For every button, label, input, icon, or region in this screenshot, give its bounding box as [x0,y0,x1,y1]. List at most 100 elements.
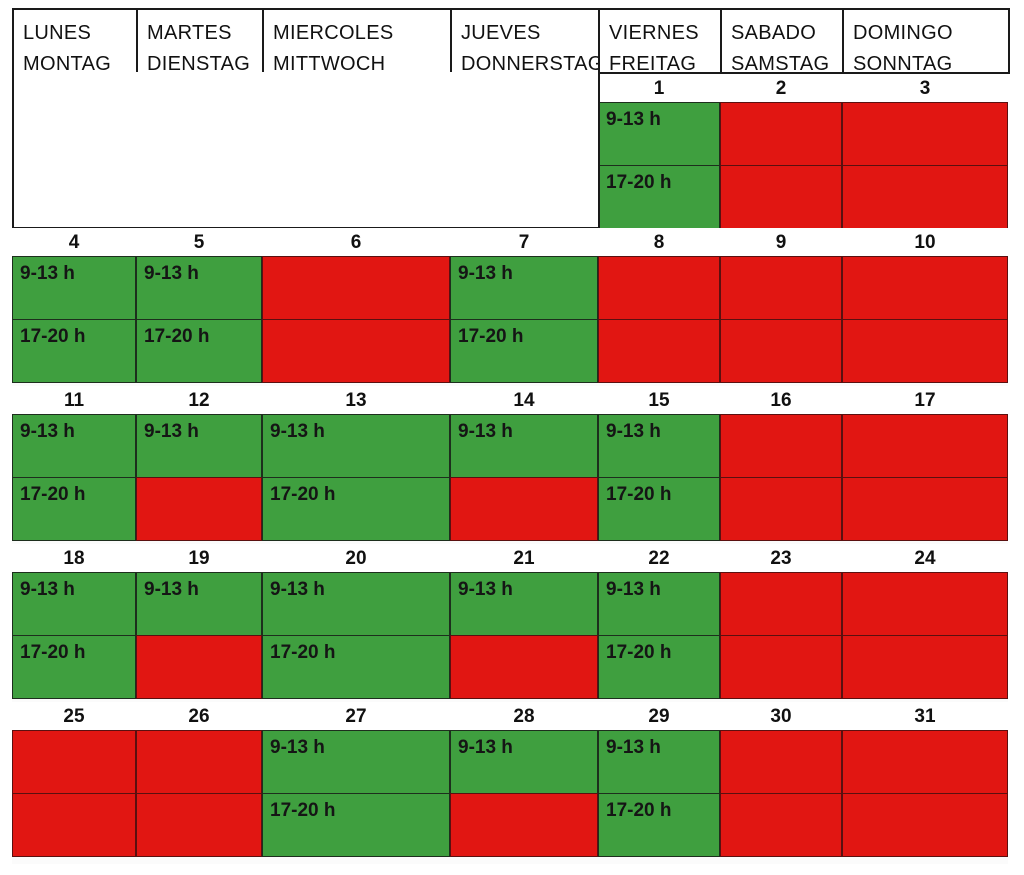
morning-slot-available[interactable]: 9-13 h [136,414,262,478]
evening-slot-unavailable[interactable] [720,165,842,229]
morning-slot-available[interactable]: 9-13 h [450,730,598,794]
morning-slot-unavailable[interactable] [720,414,842,478]
evening-slot-unavailable[interactable] [720,793,842,857]
weekday-name-es: DOMINGO [853,22,953,44]
weekday-name-de: DONNERSTAG [461,53,604,75]
day-number: 16 [720,386,842,416]
morning-slot-unavailable[interactable] [720,572,842,636]
weekday-header: MIERCOLES MITTWOCH [262,8,452,75]
weekday-header: DOMINGO SONNTAG [842,8,1010,75]
evening-slot-available[interactable]: 17-20 h [598,635,720,699]
morning-slot-available[interactable]: 9-13 h [598,572,720,636]
day-number: 7 [450,228,598,258]
evening-slot-unavailable[interactable] [842,165,1008,229]
evening-slot-unavailable[interactable] [136,635,262,699]
morning-slot-unavailable[interactable] [842,256,1008,320]
evening-slot-unavailable[interactable] [598,319,720,383]
day-number: 26 [136,702,262,732]
evening-slot-unavailable[interactable] [450,793,598,857]
weekday-header: LUNES MONTAG [12,8,138,75]
evening-slot-unavailable[interactable] [842,635,1008,699]
evening-slot-unavailable[interactable] [450,477,598,541]
day-number: 27 [262,702,450,732]
morning-slot-unavailable[interactable] [842,414,1008,478]
morning-slot-available[interactable]: 9-13 h [262,572,450,636]
morning-slot-available[interactable]: 9-13 h [12,572,136,636]
availability-calendar: LUNES MONTAG MARTES DIENSTAG MIERCOLES MITTWO… [12,8,1010,864]
day-number: 12 [136,386,262,416]
day-number: 3 [842,74,1008,104]
evening-slot-available[interactable]: 17-20 h [12,319,136,383]
evening-slot-unavailable[interactable] [720,319,842,383]
morning-slot-available[interactable]: 9-13 h [598,730,720,794]
evening-slot-unavailable[interactable] [720,635,842,699]
day-number: 19 [136,544,262,574]
weekday-name-es: LUNES [23,22,92,44]
evening-slot-unavailable[interactable] [450,635,598,699]
morning-slot-unavailable[interactable] [842,730,1008,794]
evening-slot-available[interactable]: 17-20 h [450,319,598,383]
morning-slot-available[interactable]: 9-13 h [598,414,720,478]
evening-slot-unavailable[interactable] [262,319,450,383]
morning-slot-unavailable[interactable] [598,256,720,320]
morning-slot-unavailable[interactable] [842,102,1008,166]
morning-slot-available[interactable]: 9-13 h [450,572,598,636]
morning-slot-unavailable[interactable] [842,572,1008,636]
evening-slot-available[interactable]: 17-20 h [598,165,720,229]
weekday-name-es: MIERCOLES [273,22,394,44]
weekday-header: MARTES DIENSTAG [136,8,264,75]
evening-slot-available[interactable]: 17-20 h [262,793,450,857]
evening-slot-unavailable[interactable] [720,477,842,541]
evening-slot-available[interactable]: 17-20 h [598,477,720,541]
morning-slot-unavailable[interactable] [720,256,842,320]
evening-slot-available[interactable]: 17-20 h [12,477,136,541]
weekday-name-de: SONNTAG [853,53,953,75]
evening-slot-available[interactable]: 17-20 h [598,793,720,857]
morning-slot-available[interactable]: 9-13 h [136,572,262,636]
morning-slot-unavailable[interactable] [262,256,450,320]
morning-slot-unavailable[interactable] [720,730,842,794]
weekday-name-de: MITTWOCH [273,53,386,75]
day-number: 28 [450,702,598,732]
evening-slot-available[interactable]: 17-20 h [12,635,136,699]
morning-slot-available[interactable]: 9-13 h [12,256,136,320]
morning-slot-unavailable[interactable] [720,102,842,166]
morning-slot-available[interactable]: 9-13 h [598,102,720,166]
morning-slot-available[interactable]: 9-13 h [136,256,262,320]
morning-slot-available[interactable]: 9-13 h [262,730,450,794]
day-number: 17 [842,386,1008,416]
morning-slot-available[interactable]: 9-13 h [450,256,598,320]
day-number: 18 [12,544,136,574]
empty-days-area [12,72,600,229]
evening-slot-available[interactable]: 17-20 h [262,635,450,699]
evening-slot-unavailable[interactable] [842,319,1008,383]
day-number: 25 [12,702,136,732]
morning-slot-unavailable[interactable] [12,730,136,794]
evening-slot-unavailable[interactable] [842,477,1008,541]
day-number: 2 [720,74,842,104]
morning-slot-unavailable[interactable] [136,730,262,794]
weekday-name-es: SABADO [731,22,817,44]
morning-slot-available[interactable]: 9-13 h [262,414,450,478]
weekday-name-es: MARTES [147,22,232,44]
weekday-header: JUEVES DONNERSTAG [450,8,603,75]
day-number: 15 [598,386,720,416]
evening-slot-unavailable[interactable] [842,793,1008,857]
day-number: 10 [842,228,1008,258]
evening-slot-available[interactable]: 17-20 h [262,477,450,541]
weekday-name-es: VIERNES [609,22,699,44]
morning-slot-available[interactable]: 9-13 h [450,414,598,478]
morning-slot-available[interactable]: 9-13 h [12,414,136,478]
day-number: 22 [598,544,720,574]
evening-slot-unavailable[interactable] [12,793,136,857]
evening-slot-unavailable[interactable] [136,477,262,541]
day-number: 30 [720,702,842,732]
evening-slot-unavailable[interactable] [136,793,262,857]
day-number: 13 [262,386,450,416]
day-number: 24 [842,544,1008,574]
day-number: 20 [262,544,450,574]
weekday-name-de: SAMSTAG [731,53,830,75]
weekday-header: VIERNES FREITAG [598,8,722,75]
day-number: 8 [598,228,720,258]
evening-slot-available[interactable]: 17-20 h [136,319,262,383]
